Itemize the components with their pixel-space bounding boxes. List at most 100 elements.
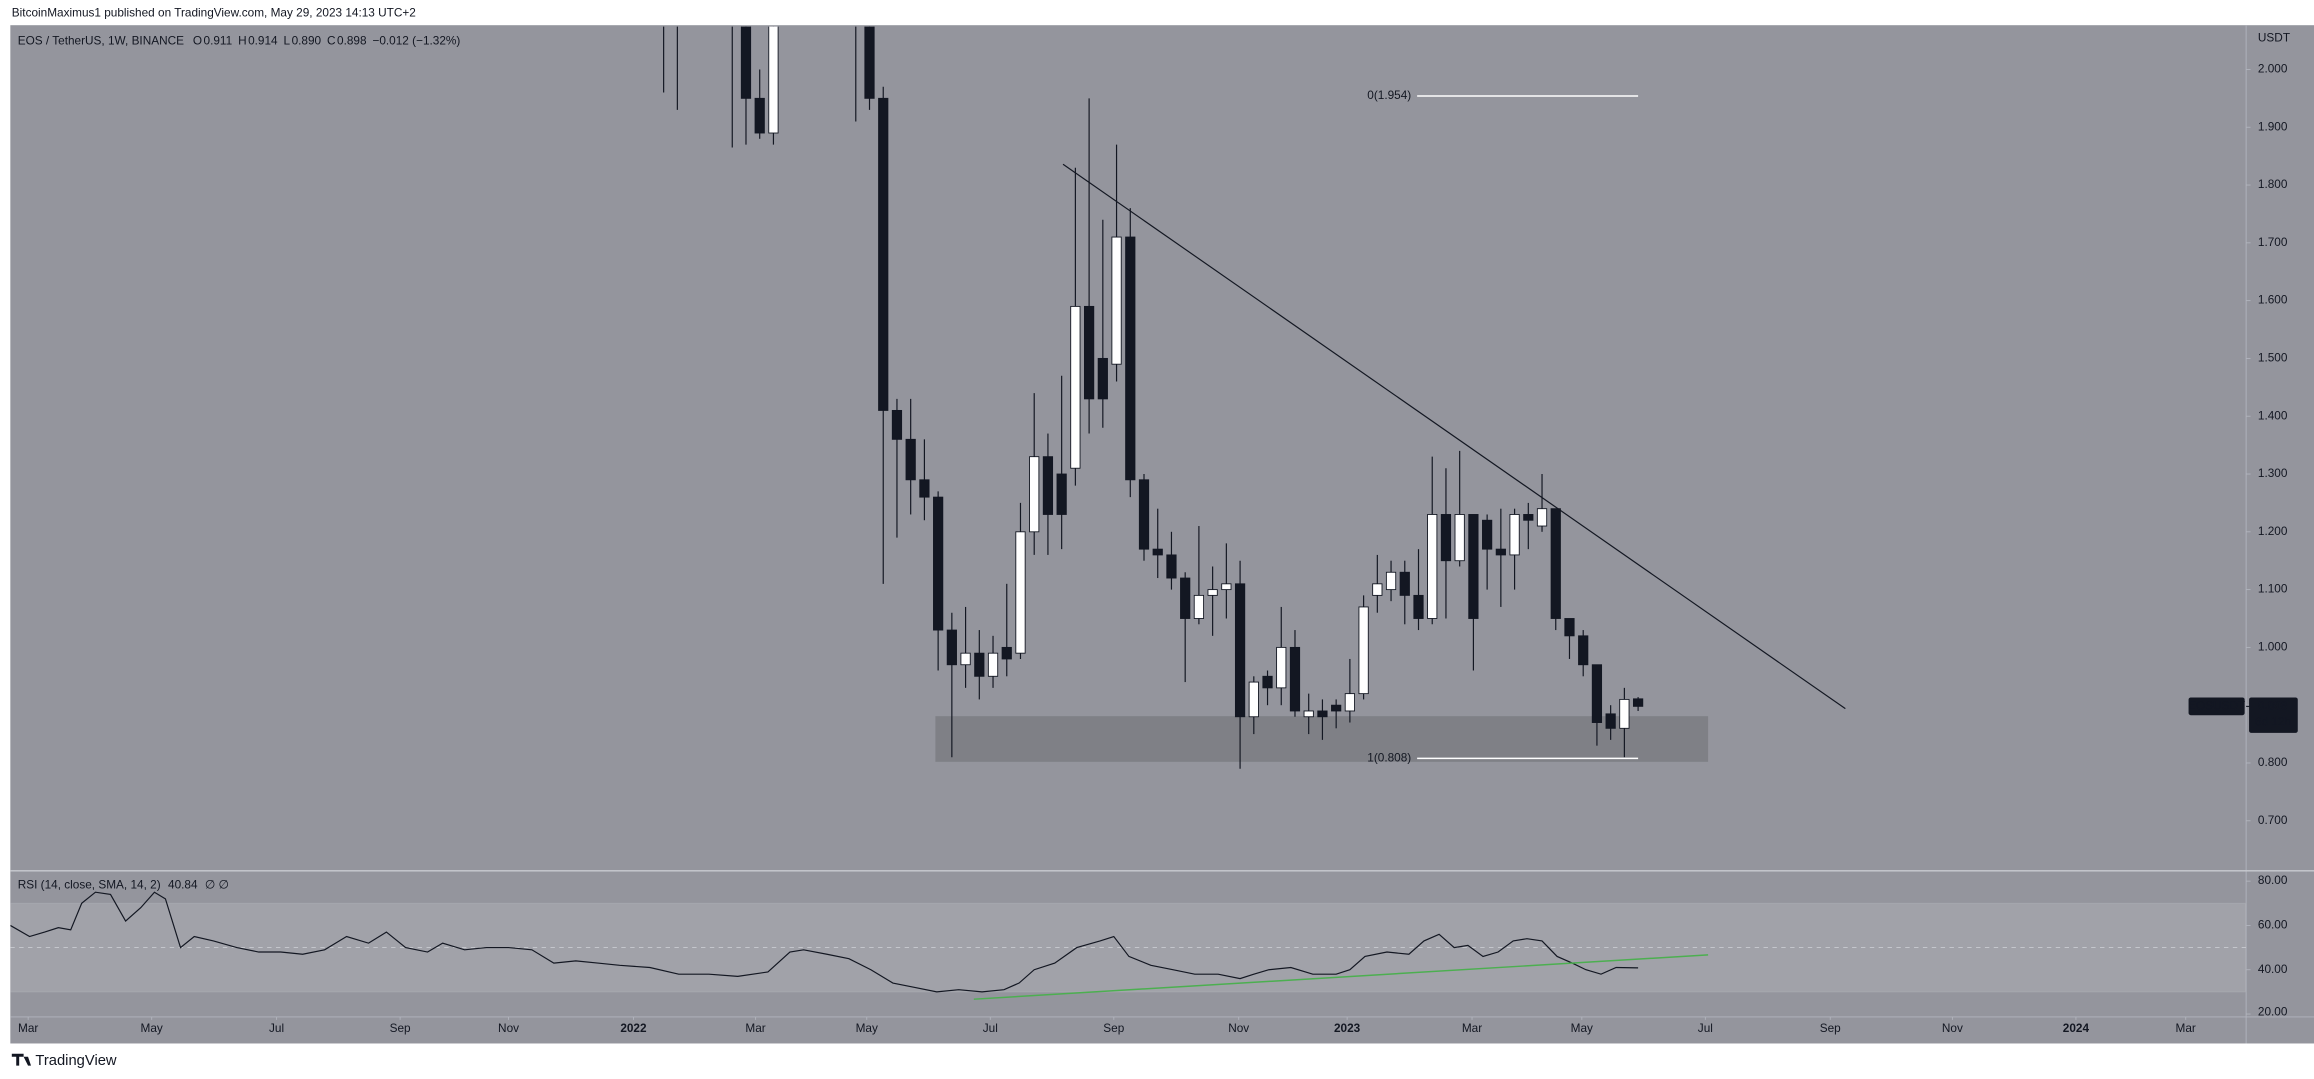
candle-body — [1578, 635, 1589, 666]
rsi-title: RSI (14, close, SMA, 14, 2) — [18, 878, 161, 892]
candle-body — [1303, 710, 1314, 718]
x-tick-label: May — [856, 1021, 878, 1035]
y-tick-label: 60.00 — [2258, 918, 2288, 932]
candle-body — [1015, 531, 1026, 654]
candle-body — [1413, 594, 1424, 619]
support-zone — [935, 716, 1709, 762]
candle-body — [851, 0, 860, 23]
candle-body — [933, 496, 944, 631]
last-price-tag — [2249, 697, 2298, 733]
ohlc-name: L — [284, 34, 291, 48]
candle-body — [1605, 713, 1616, 729]
candle-body — [960, 652, 971, 666]
candle-body — [1180, 577, 1191, 619]
candle-body — [1125, 236, 1136, 481]
candle-body — [740, 26, 752, 99]
countdown: 6d 12h — [2255, 715, 2291, 729]
candle-body — [1042, 456, 1054, 515]
brand: TradingView — [35, 1053, 117, 1069]
candle-body — [1331, 704, 1342, 712]
y-tick-label: 1.200 — [2258, 524, 2288, 538]
candle-body — [1454, 514, 1465, 562]
candle-body — [891, 409, 903, 440]
y-tick-label: 1.100 — [2258, 582, 2288, 596]
x-tick-label: Nov — [1942, 1021, 1963, 1035]
y-tick-label: 2.000 — [2258, 62, 2288, 76]
candle-body — [1083, 305, 1095, 400]
x-tick-label: Mar — [18, 1021, 38, 1035]
ohlc-value: 0.911 — [204, 34, 233, 48]
rsi-line — [10, 891, 1639, 993]
x-tick-label: May — [1571, 1021, 1593, 1035]
fib-label: 0(1.954) — [1367, 88, 1411, 102]
x-tick-label: Sep — [1103, 1021, 1124, 1035]
candle-body — [1440, 514, 1452, 562]
symbol-label: EOSUSDT — [2188, 698, 2245, 712]
chart-background — [10, 25, 2314, 1044]
candle-body — [1221, 583, 1232, 591]
y-tick-label: 20.00 — [2258, 1005, 2288, 1019]
candle-body — [1495, 548, 1506, 556]
candle-body — [1276, 646, 1287, 689]
candle-body — [1166, 554, 1177, 579]
rsi-trendline — [973, 954, 1709, 1000]
x-tick-label: Mar — [2176, 1021, 2196, 1035]
x-tick-label: Mar — [745, 1021, 765, 1035]
candle-body — [1427, 514, 1438, 619]
candle-body — [1564, 618, 1575, 637]
candle-body — [878, 97, 889, 411]
x-tick-label: 2024 — [2063, 1021, 2090, 1035]
candle-body — [946, 629, 957, 666]
rsi-pane — [10, 891, 2247, 1000]
candle-body — [1591, 664, 1603, 723]
price-change: −0.012 (−1.32%) — [372, 34, 460, 48]
candle-body — [1468, 514, 1479, 619]
candle-body — [919, 479, 930, 498]
rsi-extra: ∅ ∅ — [205, 878, 229, 892]
ohlc-name: O — [193, 34, 202, 48]
candle-body — [1619, 698, 1630, 729]
candle-body — [1152, 548, 1163, 556]
candle-body — [1289, 646, 1301, 712]
candle-body — [1001, 646, 1012, 660]
candle-body — [1029, 456, 1040, 533]
fib-label: 1(0.808) — [1367, 750, 1411, 764]
candle-body — [864, 26, 875, 99]
candle-body — [1632, 698, 1644, 707]
y-tick-label: 1.400 — [2258, 408, 2288, 422]
candle-body — [1550, 508, 1561, 619]
candle-body — [1070, 305, 1081, 469]
symbol-tag — [2188, 697, 2245, 716]
candle-body — [987, 652, 999, 677]
price-axis-unit: USDT — [2258, 31, 2290, 45]
ohlc-value: 0.890 — [292, 34, 322, 48]
ohlc-name: C — [327, 34, 336, 48]
candle-body — [1317, 710, 1328, 718]
candle-body — [1207, 589, 1218, 596]
x-tick-label: 2023 — [1334, 1021, 1361, 1035]
candle-body — [905, 438, 916, 481]
candle-body — [1193, 594, 1205, 619]
x-tick-label: 2022 — [620, 1021, 647, 1035]
y-tick-label: 1.600 — [2258, 293, 2288, 307]
x-tick-label: Jul — [983, 1021, 998, 1035]
candle-body — [1344, 693, 1355, 712]
ohlc-name: H — [238, 34, 247, 48]
candle-body — [1399, 571, 1410, 596]
candle-body — [1234, 583, 1246, 718]
x-tick-label: Jul — [269, 1021, 284, 1035]
ohlc-value: 0.898 — [337, 34, 367, 48]
attribution: BitcoinMaximus1 published on TradingView… — [12, 5, 416, 19]
chart-title: EOS / TetherUS, 1W, BINANCE — [18, 34, 184, 48]
last-price-label: 0.898 — [2258, 698, 2288, 712]
x-tick-label: Jul — [1698, 1021, 1713, 1035]
y-tick-label: 1.900 — [2258, 119, 2288, 133]
candle-body — [1248, 681, 1259, 718]
candle-body — [1372, 583, 1383, 596]
y-tick-label: 1.800 — [2258, 177, 2288, 191]
candle-body — [1138, 479, 1150, 550]
candle-body — [673, 0, 682, 12]
candle-body — [1509, 514, 1520, 556]
